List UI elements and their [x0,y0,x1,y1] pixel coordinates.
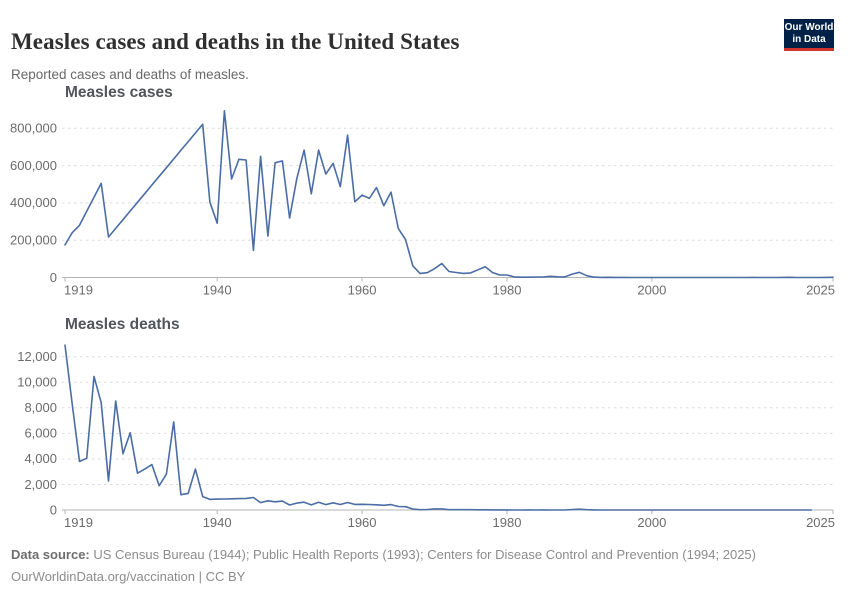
owid-logo-text: Our World in Data [785,22,834,46]
svg-text:2025: 2025 [806,515,835,530]
svg-text:0: 0 [50,270,57,285]
owid-logo-line1: Our World [784,21,834,33]
svg-text:1919: 1919 [64,515,93,530]
series-measles-cases [64,110,834,279]
svg-text:1919: 1919 [64,283,93,298]
svg-text:10,000: 10,000 [17,375,57,390]
svg-text:1960: 1960 [348,515,377,530]
data-source-label: Data source: [11,547,90,562]
cases-chart-title: Measles cases [65,84,173,101]
svg-text:2000: 2000 [637,283,666,298]
svg-text:1960: 1960 [348,283,377,298]
owid-logo-line2: in Data [792,33,826,45]
svg-text:1980: 1980 [493,515,522,530]
svg-text:800,000: 800,000 [10,121,57,136]
svg-text:1940: 1940 [203,515,232,530]
page-subtitle: Reported cases and deaths of measles. [11,66,249,82]
cases-line-chart[interactable]: 0 200,000 400,000 600,000 800,000 1919 1940 196… [0,100,850,300]
svg-text:1980: 1980 [493,283,522,298]
svg-text:1940: 1940 [203,283,232,298]
svg-text:600,000: 600,000 [10,158,57,173]
svg-text:0: 0 [50,502,57,517]
svg-text:200,000: 200,000 [10,233,57,248]
svg-text:6,000: 6,000 [24,426,57,441]
svg-text:12,000: 12,000 [17,349,57,364]
svg-text:2,000: 2,000 [24,477,57,492]
vaccination-link[interactable]: OurWorldinData.org/vaccination | CC BY [11,569,246,584]
data-source-line: Data source: US Census Bureau (1944); Pu… [11,544,831,566]
svg-text:8,000: 8,000 [24,400,57,415]
svg-text:400,000: 400,000 [10,195,57,210]
data-source-text: US Census Bureau (1944); Public Health R… [89,547,756,562]
series-measles-deaths [64,344,813,511]
page-title: Measles cases and deaths in the United S… [11,29,460,55]
svg-text:2000: 2000 [637,515,666,530]
deaths-line-chart[interactable]: 0 2,000 4,000 6,000 8,000 10,000 12,000 1919 194… [0,330,850,530]
deaths-chart-title: Measles deaths [65,316,180,333]
footer: Data source: US Census Bureau (1944); Pu… [11,544,831,588]
owid-logo[interactable]: Our World in Data [784,19,834,51]
svg-text:2025: 2025 [806,283,835,298]
svg-text:4,000: 4,000 [24,451,57,466]
